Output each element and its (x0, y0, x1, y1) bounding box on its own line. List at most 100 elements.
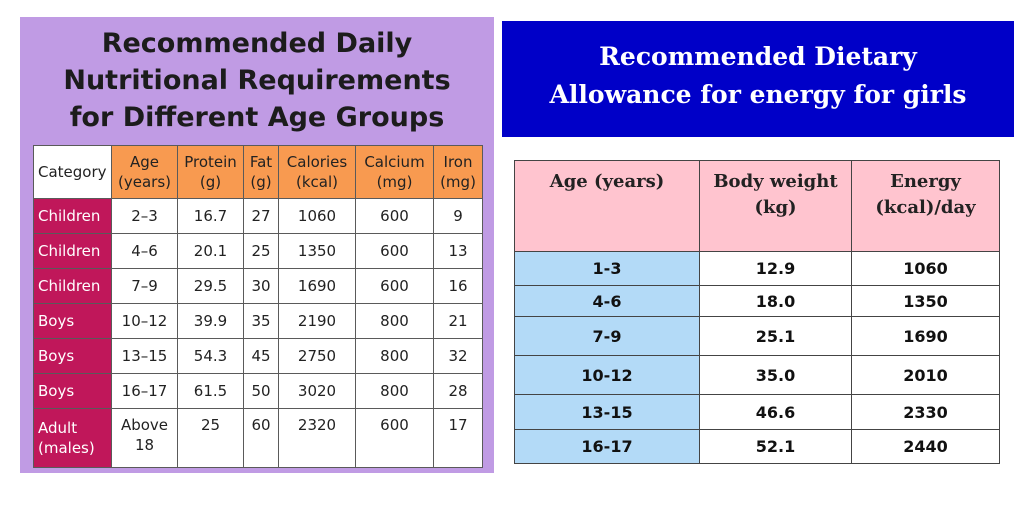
cell-body-weight: 35.0 (699, 355, 852, 395)
cell-fat: 35 (243, 303, 279, 339)
cell-protein: 25 (177, 408, 244, 468)
table-row: Children 2–3 16.7 27 1060 600 9 (33, 198, 483, 234)
cell-energy: 1690 (851, 316, 1000, 356)
cell-calories: 1690 (278, 268, 356, 304)
cell-age: 13-15 (514, 394, 700, 430)
table-row: Children 4–6 20.1 25 1350 600 13 (33, 233, 483, 269)
cell-iron: 32 (433, 338, 483, 374)
table-row: Boys 16–17 61.5 50 3020 800 28 (33, 373, 483, 409)
cell-age: 16–17 (111, 373, 178, 409)
table-row: 13-15 46.6 2330 (514, 394, 1000, 430)
cell-energy: 1060 (851, 251, 1000, 286)
table-row: Children 7–9 29.5 30 1690 600 16 (33, 268, 483, 304)
cell-iron: 9 (433, 198, 483, 234)
rda-table: Age (years) Body weight (kg) Energy (kcal)… (514, 160, 1000, 464)
cell-protein: 54.3 (177, 338, 244, 374)
cell-calcium: 600 (355, 268, 434, 304)
cell-age: 16-17 (514, 429, 700, 464)
cell-iron: 17 (433, 408, 483, 468)
cell-category: Children (33, 198, 112, 234)
cell-category: Adult (males) (33, 408, 112, 468)
table-row: 1-3 12.9 1060 (514, 251, 1000, 286)
cell-fat: 25 (243, 233, 279, 269)
cell-age: 4–6 (111, 233, 178, 269)
cell-calories: 3020 (278, 373, 356, 409)
cell-calcium: 600 (355, 233, 434, 269)
cell-body-weight: 52.1 (699, 429, 852, 464)
cell-calcium: 600 (355, 198, 434, 234)
header-energy: Energy (kcal)/day (851, 160, 1000, 252)
cell-iron: 28 (433, 373, 483, 409)
header-age: Age (years) (111, 145, 178, 199)
cell-fat: 50 (243, 373, 279, 409)
cell-iron: 16 (433, 268, 483, 304)
cell-category: Boys (33, 338, 112, 374)
cell-calories: 2750 (278, 338, 356, 374)
header-category: Category (33, 145, 112, 199)
cell-calories: 2320 (278, 408, 356, 468)
cell-body-weight: 25.1 (699, 316, 852, 356)
header-calcium: Calcium (mg) (355, 145, 434, 199)
cell-protein: 16.7 (177, 198, 244, 234)
table-row: 16-17 52.1 2440 (514, 429, 1000, 464)
cell-iron: 13 (433, 233, 483, 269)
nutrition-title-line-2: Nutritional Requirements (63, 65, 451, 96)
nutrition-title: Recommended Daily Nutritional Requiremen… (20, 25, 494, 136)
nutrition-header-row: Category Age (years) Protein (g) Fat (g) Ca… (33, 145, 483, 199)
nutrition-title-line-3: for Different Age Groups (69, 102, 445, 133)
header-body-weight: Body weight (kg) (699, 160, 852, 252)
rda-title-banner: Recommended Dietary Allowance for energy… (502, 21, 1014, 137)
header-calories: Calories (kcal) (278, 145, 356, 199)
cell-age: 10–12 (111, 303, 178, 339)
cell-age: 13–15 (111, 338, 178, 374)
cell-age: 4-6 (514, 285, 700, 317)
cell-age: 10-12 (514, 355, 700, 395)
cell-body-weight: 18.0 (699, 285, 852, 317)
cell-age: 1-3 (514, 251, 700, 286)
cell-calcium: 800 (355, 303, 434, 339)
cell-fat: 60 (243, 408, 279, 468)
nutrition-panel: Recommended Daily Nutritional Requiremen… (20, 17, 494, 473)
table-row: Boys 10–12 39.9 35 2190 800 21 (33, 303, 483, 339)
header-age-years: Age (years) (514, 160, 700, 252)
cell-energy: 2440 (851, 429, 1000, 464)
table-row: 7-9 25.1 1690 (514, 316, 1000, 356)
cell-calories: 2190 (278, 303, 356, 339)
cell-body-weight: 46.6 (699, 394, 852, 430)
cell-energy: 2330 (851, 394, 1000, 430)
cell-iron: 21 (433, 303, 483, 339)
cell-calcium: 600 (355, 408, 434, 468)
rda-title: Recommended Dietary Allowance for energy… (502, 38, 1014, 114)
nutrition-title-line-1: Recommended Daily (101, 28, 413, 59)
cell-fat: 27 (243, 198, 279, 234)
rda-header-row: Age (years) Body weight (kg) Energy (kcal)… (514, 160, 1000, 252)
cell-protein: 39.9 (177, 303, 244, 339)
cell-category: Children (33, 233, 112, 269)
cell-energy: 2010 (851, 355, 1000, 395)
nutrition-table: Category Age (years) Protein (g) Fat (g) Ca… (33, 145, 483, 468)
cell-age: 7–9 (111, 268, 178, 304)
header-iron: Iron (mg) (433, 145, 483, 199)
table-row: Boys 13–15 54.3 45 2750 800 32 (33, 338, 483, 374)
header-protein: Protein (g) (177, 145, 244, 199)
header-fat: Fat (g) (243, 145, 279, 199)
rda-title-line-2: Allowance for energy for girls (549, 80, 967, 109)
cell-energy: 1350 (851, 285, 1000, 317)
cell-calories: 1350 (278, 233, 356, 269)
cell-protein: 20.1 (177, 233, 244, 269)
cell-calories: 1060 (278, 198, 356, 234)
cell-age: 7-9 (514, 316, 700, 356)
cell-body-weight: 12.9 (699, 251, 852, 286)
table-row: Adult (males) Above 18 25 60 2320 600 17 (33, 408, 483, 468)
cell-protein: 29.5 (177, 268, 244, 304)
cell-calcium: 800 (355, 338, 434, 374)
cell-calcium: 800 (355, 373, 434, 409)
rda-title-line-1: Recommended Dietary (599, 42, 917, 71)
table-row: 10-12 35.0 2010 (514, 355, 1000, 395)
cell-category: Boys (33, 303, 112, 339)
cell-age: 2–3 (111, 198, 178, 234)
cell-age: Above 18 (111, 408, 178, 468)
cell-fat: 45 (243, 338, 279, 374)
table-row: 4-6 18.0 1350 (514, 285, 1000, 317)
cell-fat: 30 (243, 268, 279, 304)
